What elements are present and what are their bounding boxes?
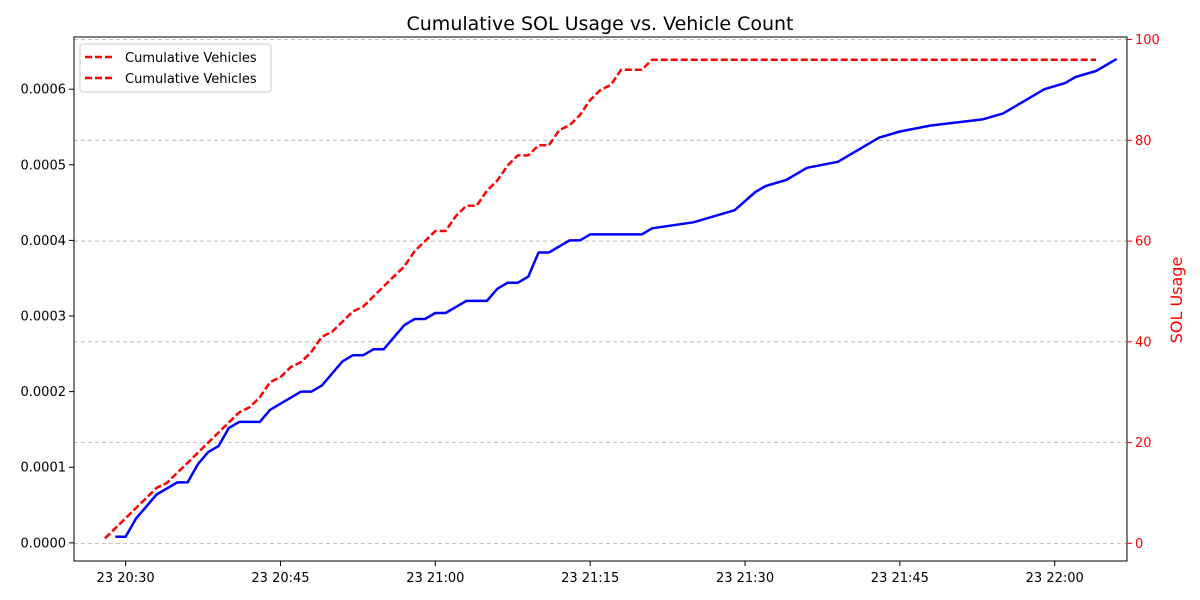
x-tick-label: 23 21:00	[406, 571, 464, 586]
y-right-tick-label: 20	[1135, 436, 1152, 451]
y-axis-left: 0.0000 0.0001 0.0002 0.0003 0.0004 0.0005 0.00…	[21, 83, 74, 551]
x-tick-label: 23 20:45	[251, 571, 309, 586]
legend: Cumulative Vehicles Cumulative Vehicles	[79, 43, 272, 93]
x-tick-label: 23 20:30	[97, 571, 155, 586]
y-right-tick-label: 0	[1135, 537, 1143, 552]
y-right-tick-label: 80	[1135, 134, 1152, 149]
y-left-tick-label: 0.0006	[21, 83, 67, 98]
y-left-tick-label: 0.0000	[21, 536, 67, 551]
series-line-sol-usage	[115, 57, 1118, 539]
y-axis-right: 0 20 40 60 80 100	[1127, 33, 1160, 552]
y-right-tick-label: 40	[1135, 335, 1152, 350]
y-left-tick-label: 0.0004	[21, 234, 67, 249]
x-tick-label: 23 21:30	[716, 571, 774, 586]
series-layer	[104, 57, 1118, 540]
legend-box	[79, 43, 272, 93]
y-left-tick-label: 0.0001	[21, 461, 67, 476]
legend-label: Cumulative Vehicles	[125, 72, 257, 87]
y-right-tick-label: 100	[1135, 33, 1160, 48]
gridlines	[74, 39, 1127, 544]
y-axis-right-label: SOL Usage	[1167, 257, 1186, 344]
x-axis: 23 20:30 23 20:45 23 21:00 23 21:15 23 21:30…	[97, 561, 1084, 586]
y-left-tick-label: 0.0002	[21, 385, 67, 400]
plot-frame	[73, 36, 1128, 562]
x-tick-label: 23 21:15	[561, 571, 619, 586]
legend-label: Cumulative Vehicles	[125, 51, 257, 66]
x-tick-label: 23 21:45	[871, 571, 929, 586]
y-left-tick-label: 0.0003	[21, 310, 67, 325]
y-right-tick-label: 60	[1135, 235, 1152, 250]
series-line-vehicles	[104, 58, 1096, 540]
y-left-tick-label: 0.0005	[21, 158, 67, 173]
x-tick-label: 23 22:00	[1026, 571, 1084, 586]
chart-title: Cumulative SOL Usage vs. Vehicle Count	[407, 13, 794, 35]
